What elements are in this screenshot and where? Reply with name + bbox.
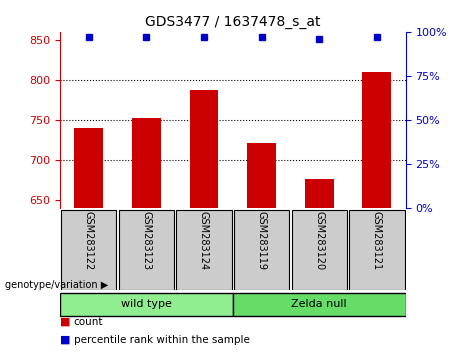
Text: GSM283120: GSM283120 — [314, 211, 324, 270]
Bar — [74, 128, 103, 208]
FancyBboxPatch shape — [349, 210, 405, 290]
FancyBboxPatch shape — [291, 210, 347, 290]
Bar — [247, 143, 276, 208]
Bar — [305, 179, 334, 208]
Bar — [189, 90, 219, 208]
FancyBboxPatch shape — [233, 293, 406, 316]
FancyBboxPatch shape — [61, 210, 116, 290]
Text: GSM283119: GSM283119 — [257, 211, 266, 270]
Bar — [362, 72, 391, 208]
Text: percentile rank within the sample: percentile rank within the sample — [74, 335, 250, 345]
Text: Zelda null: Zelda null — [291, 299, 347, 309]
Title: GDS3477 / 1637478_s_at: GDS3477 / 1637478_s_at — [145, 16, 320, 29]
Bar — [132, 119, 161, 208]
Text: GSM283122: GSM283122 — [84, 211, 94, 270]
FancyBboxPatch shape — [234, 210, 290, 290]
FancyBboxPatch shape — [176, 210, 231, 290]
Text: GSM283123: GSM283123 — [142, 211, 151, 270]
Text: GSM283124: GSM283124 — [199, 211, 209, 270]
Text: count: count — [74, 317, 103, 327]
Text: GSM283121: GSM283121 — [372, 211, 382, 270]
FancyBboxPatch shape — [118, 210, 174, 290]
Text: ■: ■ — [60, 335, 71, 345]
Text: ■: ■ — [60, 317, 71, 327]
Text: genotype/variation ▶: genotype/variation ▶ — [5, 280, 108, 290]
FancyBboxPatch shape — [60, 293, 233, 316]
Text: wild type: wild type — [121, 299, 172, 309]
